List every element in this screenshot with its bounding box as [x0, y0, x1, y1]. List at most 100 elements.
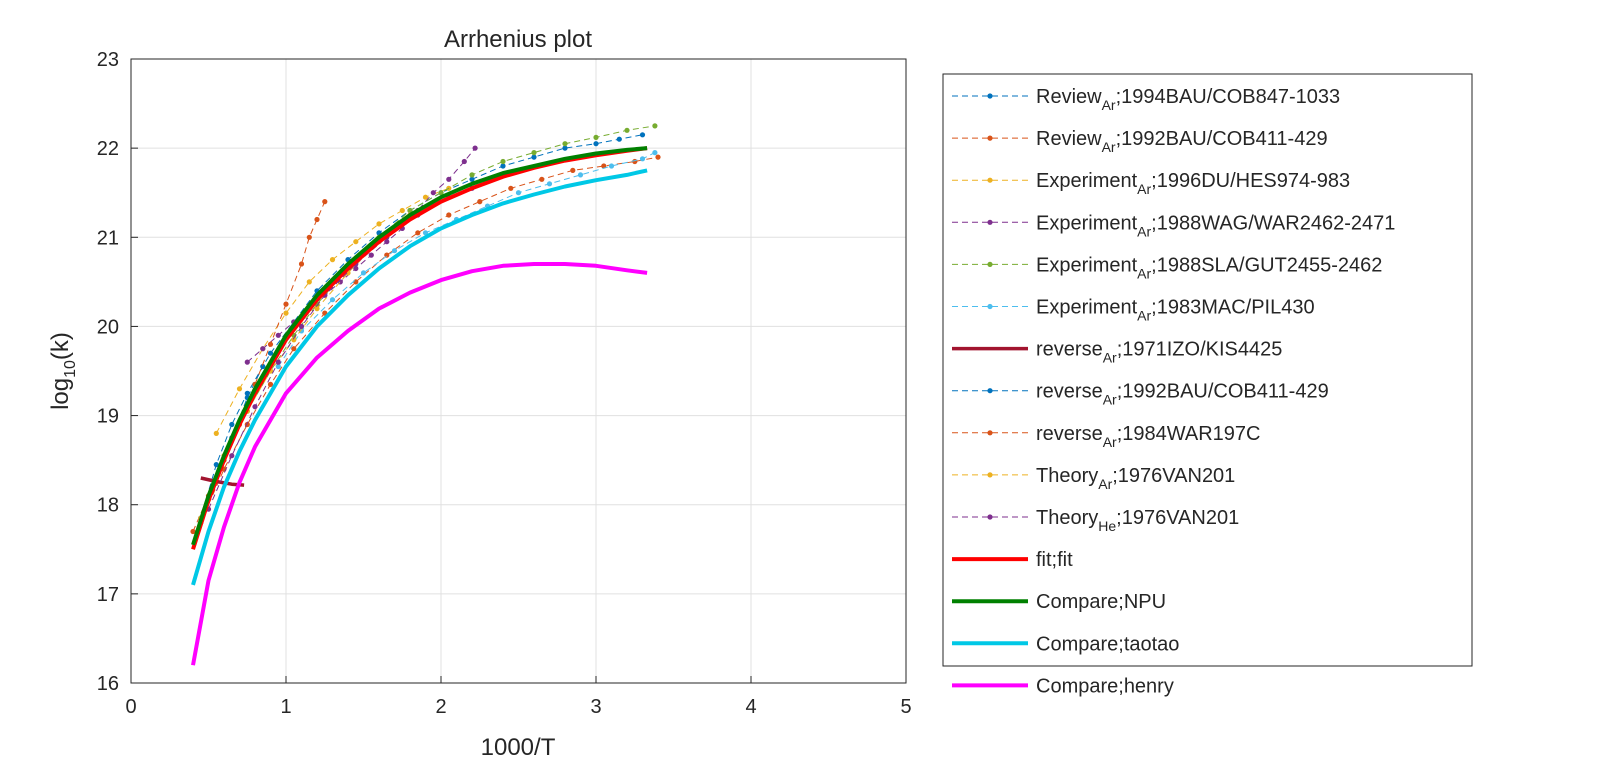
- data-point: [515, 190, 522, 196]
- legend-label: reverseAr;1971IZO/KIS4425: [1036, 339, 1282, 366]
- data-point: [601, 163, 607, 169]
- data-point: [399, 207, 405, 214]
- x-tick-label: 3: [590, 696, 601, 718]
- legend-marker: [987, 514, 993, 520]
- data-point: [415, 230, 421, 236]
- y-axis-label: log10(k): [47, 332, 79, 410]
- data-point: [314, 216, 320, 223]
- data-point: [652, 150, 658, 156]
- legend-label-suffix: ;1996DU/HES974-983: [1151, 170, 1350, 192]
- data-point: [306, 279, 312, 285]
- data-point: [508, 185, 514, 191]
- legend-label-sub: Ar: [1137, 265, 1151, 281]
- data-point: [322, 310, 328, 316]
- data-point: [469, 176, 475, 182]
- plot-frame: [130, 58, 907, 684]
- data-point: [353, 279, 359, 285]
- data-point: [283, 310, 289, 316]
- y-axis-label-sub: 10: [62, 360, 79, 378]
- legend-marker: [987, 430, 993, 436]
- data-point: [229, 421, 235, 428]
- legend-label: ExperimentAr;1988WAG/WAR2462-2471: [1036, 212, 1395, 239]
- data-point: [384, 239, 390, 245]
- data-point: [531, 154, 537, 160]
- data-point: [500, 158, 506, 165]
- data-point: [562, 145, 568, 151]
- data-point: [422, 194, 429, 200]
- data-point: [616, 136, 622, 142]
- series-line: [191, 262, 648, 666]
- data-point: [329, 257, 336, 263]
- legend-marker: [987, 303, 993, 310]
- series-5: [275, 150, 658, 370]
- legend-label-name: Experiment: [1036, 212, 1138, 234]
- series-13: [191, 168, 648, 586]
- legend-box: [942, 73, 1473, 667]
- legend-label-suffix: ;1992BAU/COB411-429: [1117, 381, 1329, 403]
- data-point: [283, 301, 289, 307]
- y-tick-label: 20: [97, 316, 119, 338]
- legend-label-suffix: ;1971IZO/KIS4425: [1117, 339, 1283, 361]
- data-point: [298, 261, 305, 267]
- y-axis-label-base: log: [47, 378, 74, 410]
- legend-label: reverseAr;1992BAU/COB411-429: [1036, 381, 1329, 408]
- legend-label-suffix: ;1983MAC/PIL430: [1151, 297, 1314, 319]
- data-point: [624, 127, 630, 133]
- legend-label-sub: Ar: [1137, 223, 1151, 239]
- legend-label-suffix: ;1994BAU/COB847-1033: [1116, 86, 1341, 108]
- legend-label-name: Compare;NPU: [1036, 591, 1166, 613]
- legend-label: Compare;henry: [1036, 675, 1174, 697]
- legend-label-sub: Ar: [1103, 392, 1117, 408]
- legend-marker: [987, 219, 993, 225]
- data-point: [314, 306, 320, 312]
- legend-label-sub: Ar: [1102, 139, 1116, 155]
- y-tick-label: 16: [97, 673, 119, 695]
- data-point: [213, 430, 219, 436]
- data-point: [291, 346, 297, 352]
- series-14: [191, 262, 648, 666]
- legend-label-sub: Ar: [1103, 350, 1117, 366]
- series-layer: [190, 123, 661, 666]
- series-line: [277, 152, 656, 367]
- data-point: [213, 462, 219, 468]
- data-point: [275, 332, 281, 338]
- legend-label-name: Review: [1036, 128, 1102, 150]
- data-point: [322, 199, 328, 205]
- legend-marker: [987, 472, 993, 478]
- legend-label: ExperimentAr;1996DU/HES974-983: [1036, 170, 1350, 197]
- legend-marker: [987, 388, 993, 394]
- legend-label: ExperimentAr;1988SLA/GUT2455-2462: [1036, 254, 1382, 281]
- data-point: [608, 163, 615, 169]
- data-point: [472, 145, 478, 151]
- x-tick-label: 2: [435, 696, 446, 718]
- data-point: [570, 167, 576, 173]
- data-point: [306, 234, 312, 240]
- legend-label: Compare;NPU: [1036, 591, 1166, 613]
- data-point: [639, 132, 646, 138]
- data-point: [655, 154, 661, 160]
- data-point: [469, 172, 475, 178]
- data-point: [353, 265, 359, 272]
- legend-label-sub: Ar: [1103, 434, 1117, 450]
- legend-label-name: reverse: [1036, 339, 1103, 361]
- legend-label-suffix: ;1988WAG/WAR2462-2471: [1151, 212, 1395, 234]
- data-point: [353, 239, 359, 245]
- data-point: [500, 163, 506, 169]
- legend: ReviewAr;1994BAU/COB847-1033ReviewAr;199…: [942, 73, 1473, 697]
- gridlines: [131, 59, 906, 683]
- data-point: [360, 270, 367, 276]
- legend-label-name: Experiment: [1036, 297, 1138, 319]
- legend-marker: [987, 261, 993, 267]
- legend-label-name: Compare;henry: [1036, 675, 1174, 697]
- legend-label: ReviewAr;1994BAU/COB847-1033: [1036, 86, 1340, 113]
- legend-label-sub: Ar: [1137, 308, 1151, 324]
- legend-label-name: fit;fit: [1036, 549, 1073, 571]
- data-point: [260, 363, 266, 370]
- x-tick-label: 4: [745, 696, 756, 718]
- data-point: [652, 123, 658, 129]
- x-axis-label: 1000/T: [481, 734, 556, 761]
- data-point: [384, 252, 390, 258]
- data-point: [446, 176, 452, 182]
- data-point: [252, 404, 258, 410]
- legend-label-sub: Ar: [1098, 476, 1112, 492]
